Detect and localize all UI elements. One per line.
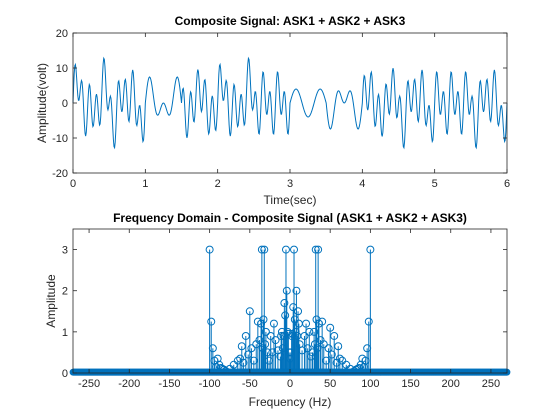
bottom-y-tick-label: 3 [62,245,68,257]
spectrum-stem-marker [294,307,303,316]
spectrum-stem-marker [319,340,328,349]
top-chart-title: Composite Signal: ASK1 + ASK2 + ASK3 [175,14,406,28]
spectrum-stem-marker [269,319,278,328]
bottom-x-tick-label: -50 [242,378,258,390]
top-y-tick-label: -20 [52,168,68,180]
spectrum-stem-marker [322,356,331,365]
spectrum-stem-marker [281,311,290,320]
spectrum-stem-marker [342,360,351,369]
top-x-tick-label: 4 [359,178,365,190]
bottom-y-tick-label: 1 [62,327,68,339]
top-x-tick-label: 3 [287,178,293,190]
spectrum-stem-marker [259,315,268,324]
spectrum-stem-marker [233,356,242,365]
bottom-ticks: -250 -200 -150 -100 -50 0 50 100 150 200 250 0 1 2 3 [62,229,507,390]
top-subplot: 0 1 2 3 4 5 6 -20 -10 0 10 20 Composite Signal: ASK… [35,14,510,207]
top-x-tick-label: 0 [70,178,76,190]
spectrum-stem-marker [221,366,230,375]
spectrum-stem-marker [335,354,344,363]
spectrum-stem-marker [208,344,217,353]
top-x-tick-label: 5 [432,178,438,190]
spectrum-stem-marker [282,286,291,295]
top-y-tick-label: 0 [62,98,68,110]
spectrum-stem-marker [281,245,290,254]
spectrum-stem-marker [312,315,321,324]
bottom-chart-title: Frequency Domain - Composite Signal (ASK… [113,211,467,225]
bottom-x-tick-label: 50 [324,378,336,390]
top-y-tick-label: 20 [56,28,68,40]
bottom-x-tick-label: 100 [361,378,379,390]
bottom-x-tick-label: 200 [442,378,460,390]
bottom-x-tick-label: 250 [482,378,500,390]
top-x-tick-label: 1 [142,178,148,190]
spectrum-stem-marker [311,245,320,254]
top-line-layer [72,56,508,150]
spectrum-stem-marker [207,317,216,326]
top-x-tick-label: 2 [215,178,221,190]
spectrum-stem-marker [338,356,347,365]
spectrum-stem-marker [326,323,335,332]
spectrum-stem-marker [364,317,373,326]
spectrum-stem-marker [255,336,264,345]
bottom-x-tick-label: -200 [118,378,140,390]
spectrum-stem-marker [249,356,258,365]
spectrum-stem-marker [330,331,339,340]
spectrum-stem-marker [261,327,270,336]
spectrum-stem-marker [314,245,323,254]
top-x-axis-label: Time(sec) [264,193,317,207]
bottom-stem-layer [69,245,511,376]
spectrum-stem-marker [324,344,333,353]
spectrum-stem-marker [334,342,343,351]
spectrum-stem-marker [247,344,256,353]
spectrum-stem-marker [237,342,246,351]
spectrum-stem-marker [303,344,312,353]
bottom-x-tick-label: -150 [158,378,180,390]
top-y-tick-label: 10 [56,63,68,75]
spectrum-stem-marker [229,360,238,369]
spectrum-stem-marker [241,331,250,340]
top-x-tick-label: 6 [504,178,510,190]
spectrum-stem-marker [225,364,234,373]
bottom-x-tick-label: -100 [199,378,221,390]
top-y-axis-label: Amplitude(volt) [35,63,49,143]
spectrum-stem-marker [327,350,336,359]
spectrum-stem-marker [298,346,307,355]
spectrum-stem-marker [366,245,375,254]
top-y-tick-label: -10 [52,133,68,145]
spectrum-stem-marker [261,340,270,349]
bottom-x-tick-label: 150 [401,378,419,390]
spectrum-stem-marker [280,299,289,308]
spectrum-stem-marker [310,327,319,336]
spectrum-stem-marker [300,331,309,340]
spectrum-stem-marker [213,354,222,363]
bottom-x-axis-label: Frequency (Hz) [249,395,332,409]
spectrum-stem-marker [205,245,214,254]
bottom-y-tick-label: 2 [62,286,68,298]
bottom-x-tick-label: -250 [78,378,100,390]
bottom-y-tick-label: 0 [62,368,68,380]
spectrum-stem-marker [290,245,299,254]
spectrum-stem-marker [292,286,301,295]
bottom-subplot: -250 -200 -150 -100 -50 0 50 100 150 200 250 0 1 2 3 F… [44,211,511,409]
bottom-plot-area [73,229,507,373]
spectrum-stem-marker [318,317,327,326]
spectrum-stem-marker [302,319,311,328]
composite-signal-line [72,56,508,150]
spectrum-stem-marker [239,358,248,367]
spectrum-stem-marker [260,245,269,254]
spectrum-stem-marker [271,336,280,345]
spectrum-stem-marker [257,245,266,254]
top-ticks: 0 1 2 3 4 5 6 -20 -10 0 10 20 [52,28,510,190]
bottom-y-axis-label: Amplitude [44,274,58,328]
spectrum-stem-marker [245,307,254,316]
spectrum-stem-marker [305,327,314,336]
bottom-x-tick-label: 0 [287,378,293,390]
